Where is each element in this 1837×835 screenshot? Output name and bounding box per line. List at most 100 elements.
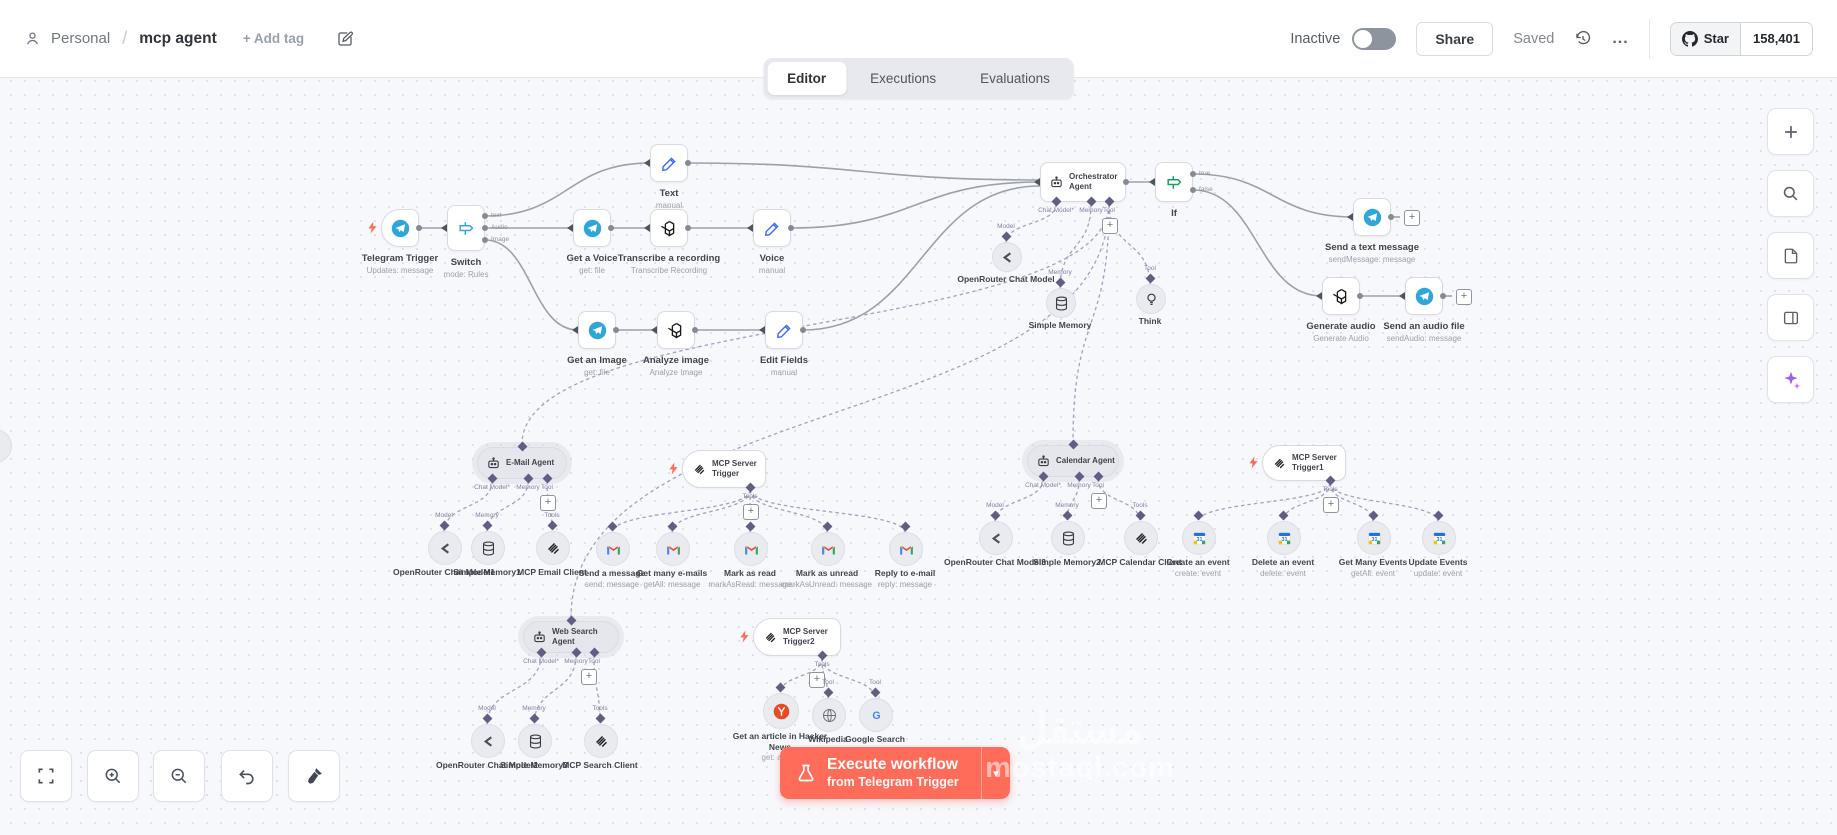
node-text[interactable] [650, 144, 688, 182]
node-voice[interactable] [753, 209, 791, 247]
subnode-create-an-event[interactable]: 31 [1182, 521, 1216, 555]
add-tag-button[interactable]: + Add tag [242, 31, 305, 46]
search-button[interactable] [1767, 170, 1814, 217]
github-star-widget[interactable]: Star 158,401 [1669, 21, 1813, 56]
subnode-reply-to-email[interactable] [889, 532, 923, 566]
output-port-text[interactable] [482, 213, 488, 219]
node-send-an-audio-file[interactable] [1405, 277, 1443, 315]
subnode-delete-an-event[interactable]: 31 [1267, 521, 1301, 555]
subnode-simple-memory1[interactable] [471, 531, 505, 565]
output-port-Image[interactable] [482, 237, 488, 243]
node-telegram-trigger[interactable] [381, 209, 419, 247]
output-port-false[interactable] [1190, 187, 1196, 193]
output-port[interactable] [613, 327, 619, 333]
subnode-input-diamond[interactable] [900, 521, 910, 532]
subnode-input-diamond[interactable] [1278, 510, 1288, 521]
subnode-input-diamond[interactable] [823, 687, 833, 698]
output-port[interactable] [800, 327, 806, 333]
breadcrumb-workspace[interactable]: Personal [51, 30, 111, 47]
node-mcp-server-trigger1[interactable]: MCP Server Trigger1 [1262, 445, 1346, 481]
subnode-input-diamond[interactable] [1001, 231, 1011, 242]
subnode-input-diamond[interactable] [482, 520, 492, 531]
subnode-mcp-calendar-client[interactable] [1124, 521, 1158, 555]
workflow-title[interactable]: mcp agent [139, 29, 217, 47]
output-port[interactable] [685, 160, 691, 166]
undo-button[interactable] [221, 750, 273, 802]
subnode-openrouter-chat-model2[interactable] [471, 724, 505, 758]
subnode-input-diamond[interactable] [870, 687, 880, 698]
plus-connector-below[interactable]: + [743, 504, 759, 520]
subnode-input-diamond[interactable] [547, 520, 557, 531]
subnode-input-diamond[interactable] [822, 521, 832, 532]
subnode-input-diamond[interactable] [775, 682, 785, 693]
output-port-Audio[interactable] [482, 225, 488, 231]
subnode-input-diamond[interactable] [667, 521, 677, 532]
history-icon[interactable] [1574, 30, 1592, 48]
subnode-openrouter-chat-model3[interactable] [979, 521, 1013, 555]
offscreen-node[interactable] [0, 429, 12, 463]
subnode-input-diamond[interactable] [1145, 273, 1155, 284]
node-get-an-image[interactable] [578, 311, 616, 349]
subnode-input-diamond[interactable] [607, 521, 617, 532]
plus-connector-below[interactable]: + [1091, 493, 1107, 509]
edit-note-icon[interactable] [336, 30, 354, 48]
notes-button[interactable] [1767, 232, 1814, 279]
plus-connector-below[interactable]: + [1323, 497, 1339, 513]
node-mcp-server-trigger2[interactable]: MCP Server Trigger2 [753, 618, 841, 656]
subnode-input-diamond[interactable] [482, 713, 492, 724]
node-transcribe-a-recording[interactable] [650, 209, 688, 247]
tab-editor[interactable]: Editor [767, 62, 847, 95]
output-port[interactable] [685, 225, 691, 231]
subnode-input-diamond[interactable] [1062, 510, 1072, 521]
subnode-simple-memory2[interactable] [1051, 521, 1085, 555]
subnode-input-diamond[interactable] [1135, 510, 1145, 521]
node-generate-audio[interactable] [1322, 277, 1360, 315]
output-port[interactable] [1388, 214, 1394, 220]
tab-evaluations[interactable]: Evaluations [980, 71, 1050, 86]
subnode-openrouter-chat-model1[interactable] [428, 531, 462, 565]
plus-connector[interactable]: + [1404, 210, 1420, 226]
output-port[interactable] [692, 327, 698, 333]
subnode-simple-memory3[interactable] [518, 724, 552, 758]
plus-connector-below[interactable]: + [581, 669, 597, 685]
subnode-mcp-search-client[interactable] [584, 724, 618, 758]
subnode-input-diamond[interactable] [1368, 510, 1378, 521]
subnode-simple-memory[interactable] [1046, 288, 1076, 318]
subnode-input-diamond[interactable] [1193, 510, 1203, 521]
tidy-up-button[interactable] [288, 750, 340, 802]
execute-workflow-button[interactable]: Execute workflow from Telegram Trigger ▾ [780, 747, 1010, 799]
subnode-input-diamond[interactable] [439, 520, 449, 531]
active-toggle[interactable] [1352, 27, 1397, 50]
node-edit-fields[interactable] [765, 311, 803, 349]
subnode-mark-as-unread[interactable] [811, 532, 845, 566]
node-analyze-image[interactable] [657, 311, 695, 349]
node-mcp-server-trigger[interactable]: MCP Server Trigger [682, 450, 766, 488]
zoom-out-button[interactable] [153, 750, 205, 802]
output-port[interactable] [608, 225, 614, 231]
node-switch[interactable] [447, 205, 485, 251]
fit-view-button[interactable] [20, 750, 72, 802]
plus-connector-below[interactable]: + [540, 495, 556, 511]
subnode-input-diamond[interactable] [990, 510, 1000, 521]
subnode-send-a-message[interactable] [596, 532, 630, 566]
plus-connector[interactable]: + [1456, 289, 1472, 305]
execute-options-chevron[interactable]: ▾ [980, 747, 1010, 799]
plus-connector-below[interactable]: + [1102, 218, 1118, 234]
node-get-a-voice[interactable] [573, 209, 611, 247]
output-port[interactable] [1357, 293, 1363, 299]
subnode-mark-as-read[interactable] [734, 532, 768, 566]
subnode-think[interactable] [1136, 284, 1166, 314]
subnode-get-many-events[interactable]: 31 [1357, 521, 1391, 555]
subnode-get-many-emails[interactable] [656, 532, 690, 566]
output-port[interactable] [788, 225, 794, 231]
subnode-openrouter-chat-model[interactable] [992, 242, 1022, 272]
tab-executions[interactable]: Executions [870, 71, 937, 86]
node-send-a-text-message[interactable] [1353, 198, 1391, 236]
subnode-input-diamond[interactable] [595, 713, 605, 724]
subnode-google-search[interactable]: G [859, 698, 893, 732]
subnode-input-diamond[interactable] [1055, 277, 1065, 288]
output-port[interactable] [1440, 293, 1446, 299]
zoom-in-button[interactable] [87, 750, 139, 802]
subnode-get-an-article-in-hacker-news[interactable] [763, 693, 799, 729]
